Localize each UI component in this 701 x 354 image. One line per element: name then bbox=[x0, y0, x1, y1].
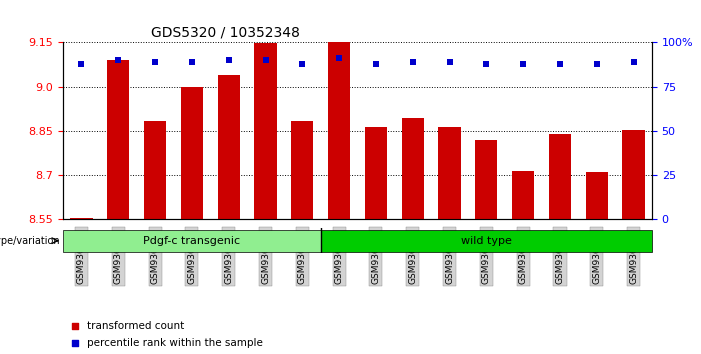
Text: GDS5320 / 10352348: GDS5320 / 10352348 bbox=[151, 26, 300, 40]
Point bbox=[149, 59, 161, 65]
Point bbox=[628, 59, 639, 65]
Bar bbox=[622, 130, 644, 219]
Bar bbox=[254, 43, 276, 219]
Bar bbox=[144, 121, 166, 219]
Text: genotype/variation: genotype/variation bbox=[0, 236, 60, 246]
Bar bbox=[107, 60, 129, 219]
Text: transformed count: transformed count bbox=[87, 321, 184, 331]
Bar bbox=[328, 42, 350, 219]
Bar bbox=[365, 127, 387, 219]
Bar bbox=[475, 140, 497, 219]
Point bbox=[517, 61, 529, 67]
Point bbox=[481, 61, 492, 67]
Point bbox=[260, 57, 271, 63]
Point bbox=[334, 56, 345, 61]
Text: wild type: wild type bbox=[461, 236, 512, 246]
FancyBboxPatch shape bbox=[63, 230, 320, 252]
Point bbox=[554, 61, 566, 67]
Point bbox=[113, 57, 124, 63]
Bar bbox=[512, 171, 534, 219]
Bar bbox=[181, 87, 203, 219]
Point bbox=[459, 79, 470, 85]
Point bbox=[407, 59, 418, 65]
FancyBboxPatch shape bbox=[320, 230, 652, 252]
Text: percentile rank within the sample: percentile rank within the sample bbox=[87, 338, 262, 348]
Text: Pdgf-c transgenic: Pdgf-c transgenic bbox=[143, 236, 240, 246]
Bar bbox=[217, 75, 240, 219]
Point bbox=[223, 57, 234, 63]
Bar bbox=[70, 218, 93, 219]
Bar bbox=[438, 127, 461, 219]
Point bbox=[186, 59, 198, 65]
Point bbox=[76, 61, 87, 67]
Point bbox=[370, 61, 381, 67]
Bar bbox=[585, 172, 608, 219]
Bar bbox=[291, 121, 313, 219]
Bar bbox=[549, 134, 571, 219]
Point bbox=[591, 61, 602, 67]
Point bbox=[297, 61, 308, 67]
Point bbox=[459, 233, 470, 239]
Bar bbox=[402, 118, 423, 219]
Point bbox=[444, 59, 455, 65]
